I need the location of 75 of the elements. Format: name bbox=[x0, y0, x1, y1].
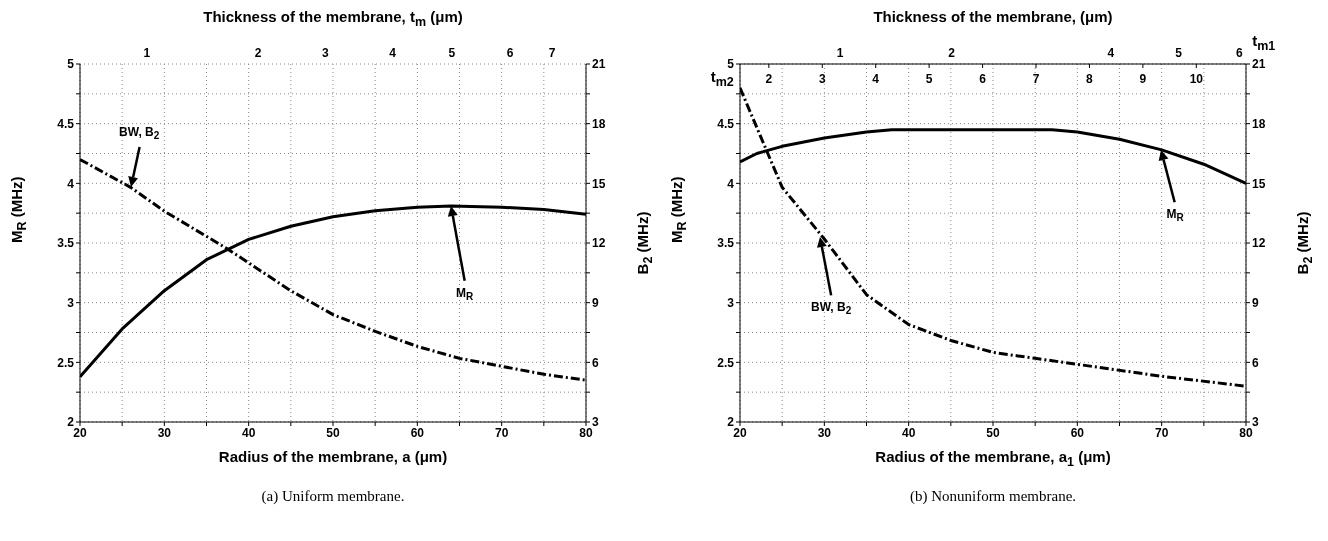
y-tick-label: 3 bbox=[67, 295, 75, 310]
x2-tick-label: 10 bbox=[1189, 71, 1204, 86]
y-tick-label: 2 bbox=[67, 415, 75, 430]
y-tick-label: 2.5 bbox=[57, 355, 75, 370]
y2-tick-label: 3 bbox=[592, 415, 599, 430]
x-tick-label: 50 bbox=[986, 425, 1000, 440]
text: (b) Nonuniform membrane. bbox=[908, 488, 1078, 505]
x-tick-label: 30 bbox=[157, 425, 172, 440]
text: 5 bbox=[1175, 46, 1183, 61]
text: 6 bbox=[506, 46, 514, 61]
y2-tick-label: 21 bbox=[1252, 57, 1266, 72]
y2-tick-label: 21 bbox=[592, 57, 606, 72]
text: 7 bbox=[548, 46, 556, 61]
annotation: M$_{R}$ bbox=[1166, 207, 1184, 224]
y2-tick-label: 15 bbox=[592, 176, 606, 191]
y2-tick-label: 18 bbox=[1252, 116, 1266, 131]
x-tick-label: 20 bbox=[73, 425, 87, 440]
x-tick-label: 40 bbox=[901, 425, 916, 440]
x2-tick-label: 6 bbox=[979, 71, 987, 86]
x-tick-label: 60 bbox=[1070, 425, 1085, 440]
x-tick-label: 70 bbox=[1154, 425, 1169, 440]
x2-tick-label: 4 bbox=[872, 71, 880, 86]
text: 4 bbox=[389, 46, 397, 61]
y2-tick-label: 9 bbox=[1252, 295, 1259, 310]
x-axis-title: Radius of the membrane, a$_{1}$ (μm) bbox=[874, 448, 1112, 469]
y2-tick-label: 12 bbox=[592, 236, 606, 251]
text: 4 bbox=[1107, 46, 1115, 61]
annotation: 2 bbox=[153, 130, 160, 142]
y2-tick-label: 9 bbox=[592, 295, 599, 310]
x2-tick-label: 2 bbox=[765, 71, 773, 86]
x-tick-label: 50 bbox=[326, 425, 340, 440]
y-tick-label: 4.5 bbox=[57, 116, 75, 131]
x2-axis-title: Thickness of the membrane, (μm) bbox=[872, 8, 1114, 25]
y2-tick-label: 12 bbox=[1252, 236, 1266, 251]
x2-tick-label: 7 bbox=[1032, 71, 1040, 86]
annotation: 2 bbox=[845, 305, 852, 317]
text: 6 bbox=[1236, 46, 1243, 61]
y-tick-label: 5 bbox=[67, 57, 75, 72]
y2-tick-label: 6 bbox=[1252, 355, 1259, 370]
text: (a) Uniform membrane. bbox=[260, 488, 406, 505]
text: 5 bbox=[448, 46, 456, 61]
y2-tick-label: 3 bbox=[1252, 415, 1259, 430]
text: 2 bbox=[254, 46, 262, 61]
y-tick-label: 3 bbox=[727, 295, 735, 310]
y2-tick-label: 15 bbox=[1252, 176, 1266, 191]
x-tick-label: 80 bbox=[579, 425, 593, 440]
x-tick-label: 80 bbox=[1239, 425, 1253, 440]
y-tick-label: 3.5 bbox=[57, 236, 75, 251]
x-tick-label: 60 bbox=[410, 425, 425, 440]
x-tick-label: 20 bbox=[733, 425, 747, 440]
text: BW, B bbox=[810, 300, 846, 315]
y-tick-label: 4 bbox=[67, 176, 75, 191]
y-tick-label: 2.5 bbox=[717, 355, 735, 370]
x2-axis-title: Thickness of the membrane, t$_{m}$ (μm) bbox=[202, 8, 464, 29]
annotation: M$_{R}$ bbox=[455, 285, 474, 303]
x-tick-label: 40 bbox=[241, 425, 256, 440]
y2-tick-label: 6 bbox=[592, 355, 599, 370]
text: 3 bbox=[322, 46, 329, 61]
text: 1 bbox=[143, 46, 151, 61]
x2-tick-label: 5 bbox=[925, 71, 933, 86]
text: BW, B bbox=[119, 124, 154, 139]
y-tick-label: 4 bbox=[727, 176, 735, 191]
y-tick-label: 3.5 bbox=[717, 236, 735, 251]
text: 1 bbox=[836, 46, 844, 61]
text: t$_{m1}$ bbox=[1252, 31, 1276, 53]
x-tick-label: 30 bbox=[817, 425, 832, 440]
x2-tick-label: 8 bbox=[1086, 71, 1094, 86]
y-tick-label: 2 bbox=[727, 415, 735, 430]
text: 2 bbox=[948, 46, 955, 61]
x-axis-title: Radius of the membrane, a (μm) bbox=[217, 448, 449, 465]
y-tick-label: 4.5 bbox=[717, 116, 735, 131]
x2-tick-label: 3 bbox=[818, 71, 826, 86]
x2-tick-label: 9 bbox=[1139, 71, 1147, 86]
y2-tick-label: 18 bbox=[592, 116, 606, 131]
x-tick-label: 70 bbox=[494, 425, 509, 440]
